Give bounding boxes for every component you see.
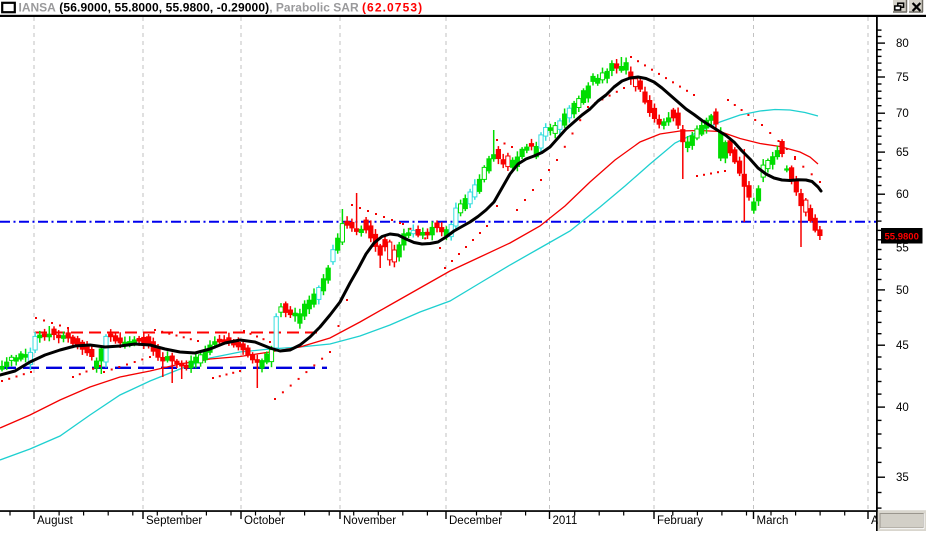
svg-text:February: February bbox=[657, 515, 703, 527]
svg-text:September: September bbox=[146, 515, 202, 527]
svg-text:50: 50 bbox=[896, 285, 909, 297]
svg-text:60: 60 bbox=[896, 189, 909, 201]
svg-text:70: 70 bbox=[896, 108, 909, 120]
svg-text:A: A bbox=[871, 515, 879, 527]
svg-text:October: October bbox=[244, 515, 285, 527]
svg-text:45: 45 bbox=[896, 340, 909, 352]
svg-text:2011: 2011 bbox=[553, 515, 578, 527]
svg-text:August: August bbox=[37, 515, 74, 527]
svg-text:40: 40 bbox=[896, 402, 909, 414]
svg-text:November: November bbox=[343, 515, 396, 527]
svg-text:55: 55 bbox=[896, 242, 909, 254]
svg-text:35: 35 bbox=[896, 472, 909, 484]
svg-text:65: 65 bbox=[896, 147, 909, 159]
svg-text:December: December bbox=[449, 515, 502, 527]
svg-text:IANSA (56.9000, 55.8000, 55.98: IANSA (56.9000, 55.8000, 55.9800, -0.290… bbox=[19, 1, 424, 15]
svg-text:80: 80 bbox=[896, 38, 909, 50]
svg-text:55.9800: 55.9800 bbox=[885, 232, 919, 243]
svg-text:75: 75 bbox=[896, 72, 909, 84]
svg-text:March: March bbox=[757, 515, 789, 527]
